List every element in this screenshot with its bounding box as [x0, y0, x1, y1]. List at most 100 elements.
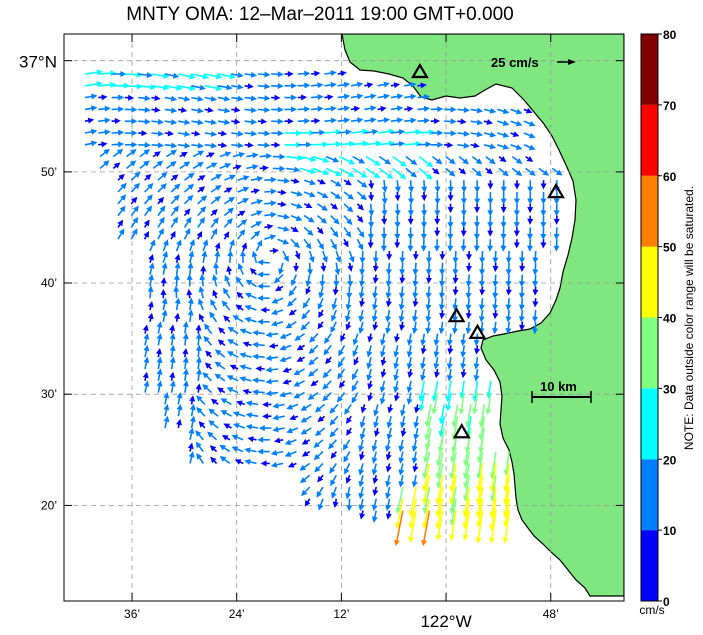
current-vector — [385, 498, 392, 512]
current-vector — [303, 179, 317, 186]
current-vector — [518, 309, 525, 323]
current-vector — [316, 238, 324, 251]
current-vector — [191, 73, 210, 80]
current-vector — [430, 106, 444, 113]
station-triangle-icon — [468, 323, 487, 339]
current-vector — [359, 427, 366, 441]
current-vector — [553, 203, 560, 217]
current-vector — [317, 498, 324, 511]
current-vector — [156, 356, 163, 370]
current-vector — [99, 160, 110, 170]
current-vector — [532, 309, 539, 323]
current-vector — [98, 129, 111, 136]
current-vector — [444, 118, 457, 125]
current-vector — [227, 250, 234, 263]
current-vector — [540, 239, 547, 249]
current-vector — [399, 321, 406, 331]
current-vector — [169, 356, 176, 370]
current-vector — [418, 392, 426, 412]
current-vector — [179, 151, 188, 158]
current-vector — [447, 345, 454, 355]
current-vector — [239, 352, 252, 359]
current-vector — [518, 298, 525, 311]
current-vector — [475, 510, 484, 544]
current-vector — [264, 176, 277, 183]
current-vector — [303, 214, 315, 223]
current-vector — [299, 167, 317, 175]
current-vector — [358, 498, 365, 512]
current-vector — [223, 196, 235, 205]
current-vector — [358, 321, 365, 335]
current-vector — [372, 298, 378, 311]
current-vector — [487, 215, 494, 229]
current-vector — [244, 142, 254, 149]
current-vector — [252, 377, 265, 384]
current-vector — [191, 84, 206, 91]
current-vector — [460, 239, 467, 252]
current-vector — [257, 295, 270, 302]
current-vector — [385, 262, 392, 276]
current-vector — [311, 94, 324, 101]
current-vector — [223, 207, 235, 217]
current-vector — [273, 274, 284, 284]
current-vector — [324, 333, 332, 345]
current-vector — [417, 141, 432, 148]
current-vector — [465, 321, 472, 335]
current-vector — [447, 239, 454, 252]
current-vector — [198, 286, 205, 299]
current-vector — [289, 414, 299, 421]
current-vector — [460, 215, 467, 229]
current-vector — [470, 107, 484, 114]
current-vector — [237, 229, 246, 240]
current-vector — [177, 95, 191, 102]
current-vector — [218, 327, 226, 335]
current-vector — [492, 262, 499, 273]
current-vector — [204, 95, 218, 102]
current-vector — [527, 227, 534, 240]
current-vector — [286, 403, 299, 410]
current-vector — [412, 298, 419, 308]
current-vector — [438, 286, 445, 299]
current-vector — [290, 226, 299, 233]
current-vector — [206, 162, 218, 170]
current-vector — [368, 191, 375, 202]
current-vector — [390, 105, 404, 112]
current-vector — [471, 392, 479, 415]
current-vector — [513, 191, 520, 205]
colorbar-bin — [641, 34, 658, 105]
current-vector — [395, 486, 404, 514]
current-vector — [407, 239, 414, 252]
current-vector — [353, 356, 360, 366]
current-vector — [485, 167, 493, 175]
current-vector — [151, 95, 161, 102]
current-vector — [130, 228, 138, 240]
current-vector — [144, 173, 152, 181]
current-vector — [343, 179, 352, 186]
current-vector — [271, 141, 281, 148]
current-vector — [408, 510, 417, 543]
current-vector — [264, 234, 277, 241]
current-vector — [392, 167, 407, 180]
current-vector — [197, 175, 206, 181]
current-vector — [277, 238, 290, 245]
current-vector — [364, 128, 379, 135]
current-vector — [227, 326, 239, 335]
current-vector — [513, 215, 520, 229]
current-vector — [331, 309, 337, 322]
current-vector — [385, 475, 391, 488]
current-vector — [282, 250, 289, 263]
current-vector — [226, 265, 233, 275]
current-vector — [359, 250, 366, 264]
current-vector — [465, 286, 472, 299]
current-vector — [553, 191, 560, 205]
current-vector — [378, 155, 392, 165]
current-vector — [314, 403, 326, 413]
current-vector — [195, 430, 204, 441]
current-vector — [331, 486, 338, 499]
current-vector — [385, 439, 391, 453]
scale-bar-label: 10 km — [540, 379, 577, 394]
current-vector — [196, 230, 203, 240]
current-vector — [447, 203, 454, 214]
current-vector — [386, 250, 393, 261]
current-vector — [473, 333, 480, 347]
